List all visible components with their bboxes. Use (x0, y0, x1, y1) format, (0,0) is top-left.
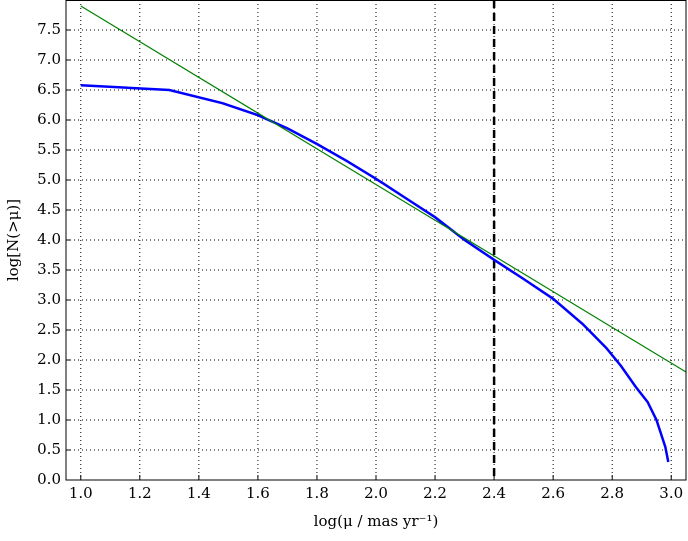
y-tick-label: 4.5 (37, 200, 61, 218)
x-axis-label: log(μ / mas yr⁻¹) (314, 512, 439, 530)
x-tick-label: 2.2 (423, 484, 447, 502)
x-tick-label: 1.4 (187, 484, 211, 502)
y-tick-label: 0.5 (37, 440, 61, 458)
x-tick-label: 3.0 (659, 484, 683, 502)
y-tick-label: 4.0 (37, 230, 61, 248)
y-tick-label: 0.0 (37, 470, 61, 488)
y-tick-label: 6.5 (37, 80, 61, 98)
x-tick-label: 2.0 (364, 484, 388, 502)
x-tick-label: 1.0 (69, 484, 93, 502)
x-tick-label: 1.2 (128, 484, 152, 502)
y-tick-label: 1.5 (37, 380, 61, 398)
y-tick-label: 6.0 (37, 110, 61, 128)
y-tick-label: 3.5 (37, 260, 61, 278)
y-tick-label: 1.0 (37, 410, 61, 428)
line-series (80, 83, 670, 463)
x-tick-label: 1.6 (246, 484, 270, 502)
y-tick-label: 2.5 (37, 320, 61, 338)
y-tick-label: 5.0 (37, 170, 61, 188)
plot-frame (65, 0, 687, 481)
y-tick-label: 7.0 (37, 50, 61, 68)
x-tick-label: 2.6 (541, 484, 565, 502)
y-tick-label: 2.0 (37, 350, 61, 368)
y-tick-label: 7.5 (37, 20, 61, 38)
x-tick-label: 2.8 (600, 484, 624, 502)
x-tick-label: 2.4 (482, 484, 506, 502)
y-axis-label: log[N(>μ)] (4, 199, 22, 281)
x-tick-label: 1.8 (305, 484, 329, 502)
y-tick-label: 3.0 (37, 290, 61, 308)
line-series (80, 5, 687, 373)
y-tick-label: 5.5 (37, 140, 61, 158)
